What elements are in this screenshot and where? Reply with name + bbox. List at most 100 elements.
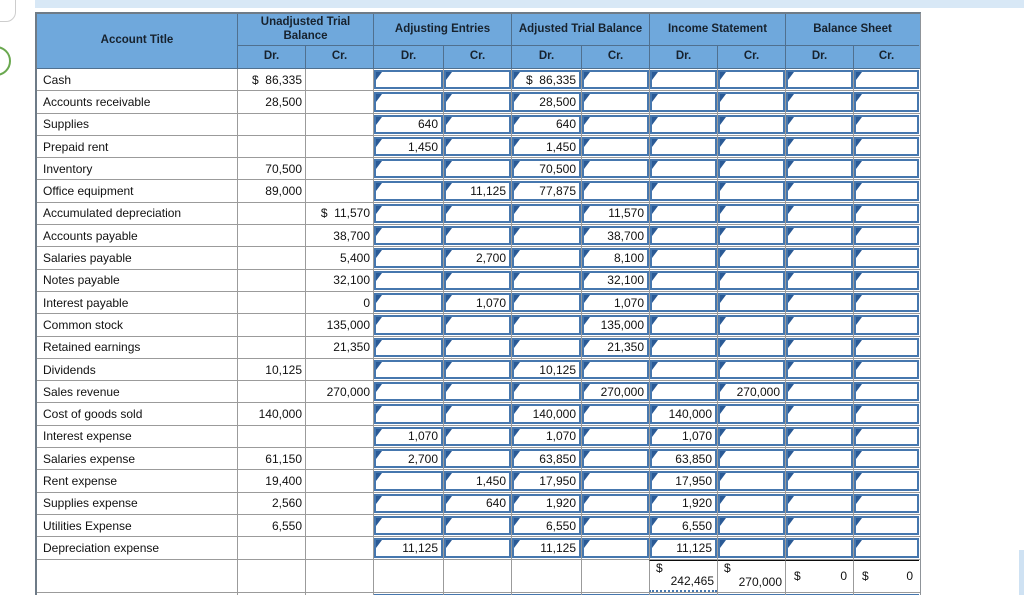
cell-adjusted-cr[interactable] <box>581 425 649 448</box>
cell-balance-cr[interactable] <box>853 247 919 269</box>
cell-adjusted-cr[interactable] <box>581 180 649 202</box>
cell-balance-cr[interactable] <box>853 425 919 448</box>
cell-income-cr[interactable] <box>717 448 785 470</box>
cell-income-cr[interactable] <box>717 537 785 559</box>
cell-balance-cr[interactable] <box>853 180 919 202</box>
cell-balance-cr[interactable] <box>853 202 919 225</box>
cell-income-cr[interactable] <box>717 470 785 492</box>
cell-adjusted-dr[interactable]: 6,550 <box>511 514 581 537</box>
cell-balance-dr[interactable] <box>785 425 853 448</box>
total-income-statement-dr[interactable]: $ 242,465 <box>649 559 717 592</box>
total-income-statement-cr[interactable]: $ 270,000 <box>717 559 785 592</box>
cell-adjusting-cr[interactable] <box>443 336 511 358</box>
cell-income-dr[interactable] <box>649 358 717 381</box>
cell-adjusting-cr[interactable] <box>443 69 511 91</box>
cell-income-dr[interactable] <box>649 314 717 336</box>
cell-adjusting-dr[interactable]: 1,070 <box>373 425 443 448</box>
cell-income-cr[interactable] <box>717 135 785 158</box>
cell-balance-cr[interactable] <box>853 358 919 381</box>
cell-adjusting-dr[interactable] <box>373 269 443 291</box>
cell-adjusting-cr[interactable] <box>443 225 511 247</box>
cell-balance-dr[interactable] <box>785 158 853 180</box>
cell-adjusted-cr[interactable] <box>581 514 649 537</box>
cell-balance-dr[interactable] <box>785 336 853 358</box>
cell-balance-dr[interactable] <box>785 314 853 336</box>
cell-income-dr[interactable]: 63,850 <box>649 448 717 470</box>
cell-balance-cr[interactable] <box>853 537 919 559</box>
cell-adjusted-cr[interactable]: 21,350 <box>581 336 649 358</box>
cell-income-dr[interactable] <box>649 592 717 595</box>
cell-adjusting-cr[interactable]: 11,125 <box>443 180 511 202</box>
cell-balance-cr[interactable] <box>853 113 919 135</box>
cell-balance-cr[interactable] <box>853 291 919 314</box>
cell-adjusted-dr[interactable] <box>511 225 581 247</box>
cell-adjusting-dr[interactable] <box>373 381 443 403</box>
cell-income-dr[interactable] <box>649 381 717 403</box>
cell-balance-dr[interactable] <box>785 592 853 595</box>
cell-income-cr[interactable] <box>717 225 785 247</box>
cell-income-cr[interactable] <box>717 403 785 425</box>
cell-income-dr[interactable]: 1,070 <box>649 425 717 448</box>
cell-balance-dr[interactable] <box>785 514 853 537</box>
cell-balance-cr[interactable] <box>853 403 919 425</box>
cell-adjusting-cr[interactable] <box>443 135 511 158</box>
cell-balance-dr[interactable] <box>785 113 853 135</box>
cell-income-dr[interactable]: 11,125 <box>649 537 717 559</box>
cell-income-cr[interactable] <box>717 202 785 225</box>
cell-adjusting-dr[interactable] <box>373 247 443 269</box>
cell-balance-dr[interactable] <box>785 69 853 91</box>
cell-balance-cr[interactable] <box>853 514 919 537</box>
cell-income-cr[interactable] <box>717 269 785 291</box>
cell-adjusted-cr[interactable] <box>581 403 649 425</box>
cell-adjusted-dr[interactable]: 1,920 <box>511 492 581 514</box>
cell-balance-dr[interactable] <box>785 180 853 202</box>
cell-adjusted-cr[interactable] <box>581 470 649 492</box>
cell-adjusting-dr[interactable]: 640 <box>373 113 443 135</box>
cell-income-cr[interactable] <box>717 91 785 113</box>
cell-adjusting-cr[interactable] <box>443 158 511 180</box>
cell-adjusted-cr[interactable]: 1,070 <box>581 291 649 314</box>
cell-income-cr[interactable] <box>717 158 785 180</box>
cell-adjusting-dr[interactable] <box>373 336 443 358</box>
cell-adjusting-cr[interactable]: 2,700 <box>443 247 511 269</box>
cell-balance-cr[interactable] <box>853 336 919 358</box>
cell-adjusting-cr[interactable] <box>443 381 511 403</box>
cell-income-dr[interactable]: 17,950 <box>649 470 717 492</box>
cell-adjusted-dr[interactable] <box>511 202 581 225</box>
cell-adjusted-dr[interactable]: 140,000 <box>511 403 581 425</box>
cell-adjusting-dr[interactable] <box>373 492 443 514</box>
cell-balance-dr[interactable] <box>785 470 853 492</box>
cell-adjusted-cr[interactable]: 135,000 <box>581 314 649 336</box>
cell-adjusted-cr[interactable] <box>581 592 649 595</box>
cell-balance-dr[interactable] <box>785 291 853 314</box>
cell-balance-dr[interactable] <box>785 269 853 291</box>
cell-adjusted-dr[interactable]: 77,875 <box>511 180 581 202</box>
cell-income-cr[interactable]: 270,000 <box>717 381 785 403</box>
cell-balance-cr[interactable] <box>853 470 919 492</box>
cell-adjusted-dr[interactable]: $ 86,335 <box>511 69 581 91</box>
cell-adjusted-cr[interactable]: 11,570 <box>581 202 649 225</box>
cell-adjusted-dr[interactable] <box>511 336 581 358</box>
cell-adjusting-cr[interactable] <box>443 514 511 537</box>
cell-adjusting-dr[interactable] <box>373 470 443 492</box>
cell-income-dr[interactable] <box>649 69 717 91</box>
cell-balance-dr[interactable] <box>785 135 853 158</box>
cell-adjusting-dr[interactable] <box>373 592 443 595</box>
total-balance-sheet-cr[interactable]: $ 0 <box>853 559 919 592</box>
cell-balance-cr[interactable] <box>853 592 919 595</box>
cell-adjusting-dr[interactable] <box>373 180 443 202</box>
cell-income-dr[interactable] <box>649 180 717 202</box>
cell-income-cr[interactable] <box>717 514 785 537</box>
cell-adjusting-cr[interactable] <box>443 202 511 225</box>
cell-adjusted-cr[interactable]: 32,100 <box>581 269 649 291</box>
cell-adjusted-cr[interactable] <box>581 158 649 180</box>
cell-adjusting-cr[interactable] <box>443 269 511 291</box>
cell-adjusted-dr[interactable]: 640 <box>511 113 581 135</box>
cell-income-dr[interactable] <box>649 225 717 247</box>
cell-adjusting-dr[interactable] <box>373 403 443 425</box>
cell-adjusting-dr[interactable] <box>373 358 443 381</box>
cell-income-cr[interactable] <box>717 113 785 135</box>
total-balance-sheet-dr[interactable]: $ 0 <box>785 559 853 592</box>
cell-adjusting-cr[interactable] <box>443 91 511 113</box>
cell-adjusted-cr[interactable]: 38,700 <box>581 225 649 247</box>
